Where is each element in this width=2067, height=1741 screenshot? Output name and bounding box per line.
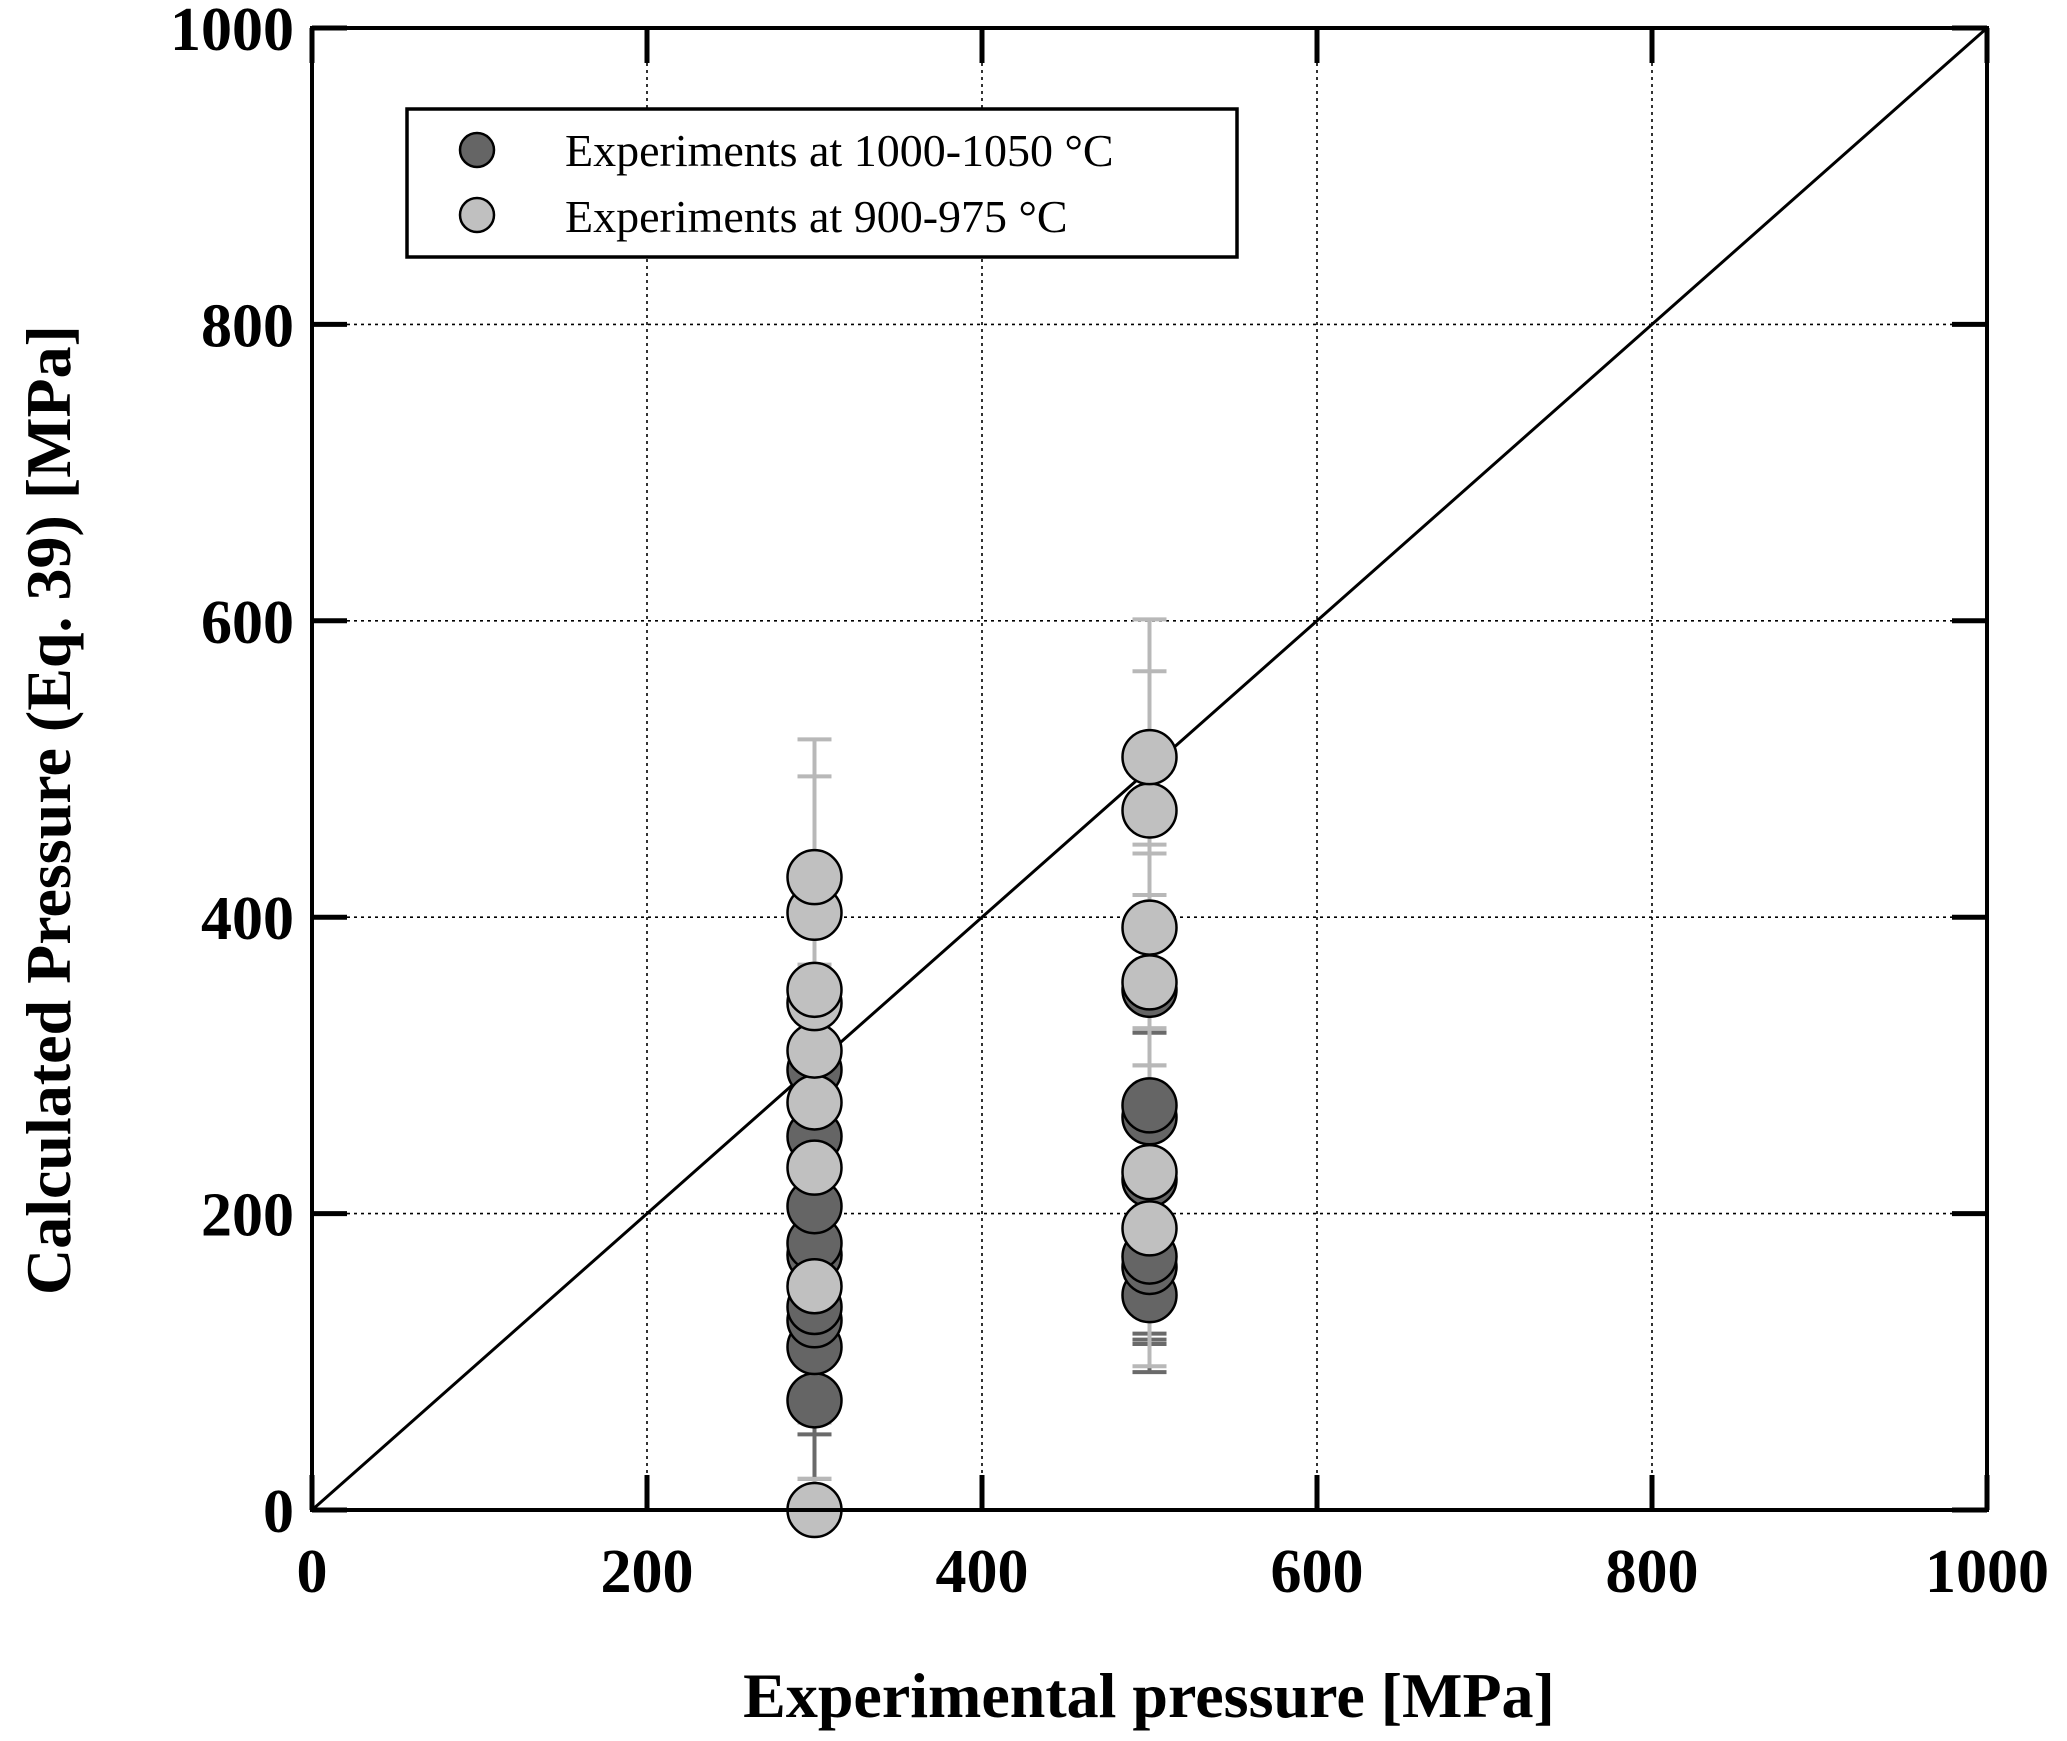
data-point-900-975 [1121, 899, 1178, 956]
data-point-900-975 [786, 1139, 843, 1196]
y-tick-label: 200 [201, 1182, 294, 1250]
data-point-900-975 [1121, 1200, 1178, 1257]
y-tick-label: 400 [201, 885, 294, 953]
legend-label-900-975: Experiments at 900-975 °C [565, 191, 1068, 242]
data-point-900-975 [786, 1022, 843, 1079]
data-point-900-975 [786, 1074, 843, 1131]
y-tick-label: 600 [201, 589, 294, 657]
data-point-1000-1050 [786, 1372, 843, 1429]
x-axis-title: Experimental pressure [MPa] [743, 1660, 1555, 1731]
data-point-900-975 [1121, 728, 1178, 786]
x-tick-label: 0 [297, 1538, 328, 1606]
y-tick-label: 1000 [170, 0, 294, 64]
legend-box [405, 107, 1239, 259]
x-tick-label: 1000 [1925, 1538, 2049, 1606]
x-tick-label: 800 [1606, 1538, 1699, 1606]
x-tick-label: 400 [936, 1538, 1029, 1606]
grid-layer [312, 28, 1987, 1510]
data-point-900-975 [1121, 782, 1178, 839]
data-point-900-975 [786, 961, 843, 1019]
data-point-900-975 [1121, 954, 1178, 1011]
tick-layer: 0 200 400 600 800 1000 0 200 400 600 800 1000 [170, 0, 2049, 1606]
legend: Experiments at 1000-1050 °C Experiments … [405, 107, 1239, 259]
data-point-900-975 [786, 848, 843, 906]
legend-label-1000-1050: Experiments at 1000-1050 °C [565, 125, 1114, 176]
plot-frame [310, 26, 1989, 1512]
y-axis-title: Calculated Pressure (Eq. 39) [MPa] [13, 325, 84, 1295]
legend-marker-dark [458, 131, 496, 169]
x-tick-label: 600 [1271, 1538, 1364, 1606]
x-tick-label: 200 [601, 1538, 694, 1606]
legend-marker-light [458, 196, 496, 234]
data-point-900-975 [786, 1257, 843, 1315]
data-point-900-975 [1121, 1143, 1178, 1201]
data-point-1000-1050 [1121, 1077, 1178, 1134]
marker-layer [786, 728, 1178, 1539]
y-tick-label: 800 [201, 292, 294, 360]
y-tick-label: 0 [263, 1478, 294, 1546]
plot-frame-layer [310, 26, 1989, 1512]
